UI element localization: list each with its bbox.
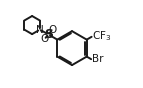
- Text: S: S: [44, 28, 53, 41]
- Text: CF$_3$: CF$_3$: [92, 30, 112, 43]
- Text: O: O: [40, 34, 49, 44]
- Text: N: N: [36, 25, 44, 35]
- Text: Br: Br: [92, 54, 103, 64]
- Text: O: O: [48, 25, 56, 35]
